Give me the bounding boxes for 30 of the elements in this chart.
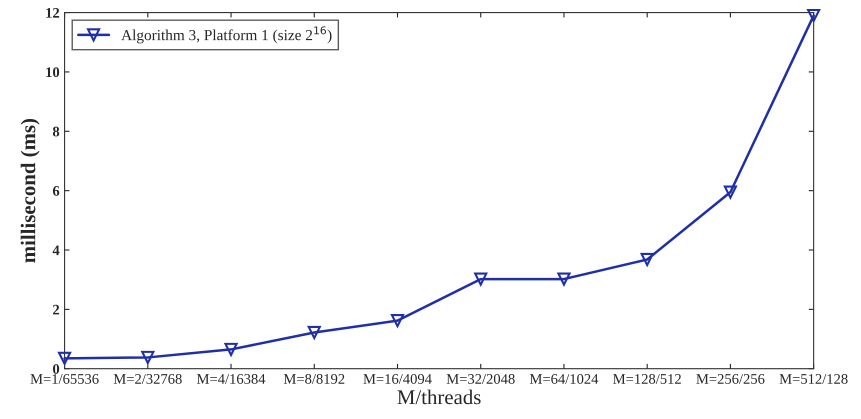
y-tick-label: 0 (52, 364, 60, 374)
y-tick-label: 8 (52, 126, 60, 136)
point (640, 252, 654, 266)
y-tick-label: 4 (52, 245, 60, 256)
x-tick-label: M=64/1024 (530, 374, 598, 384)
point (807, 8, 820, 22)
point (557, 272, 571, 286)
y-tick-label: 6 (52, 186, 60, 196)
x-tick-label: M=128/512 (613, 374, 681, 384)
point (390, 314, 404, 328)
legend-label: Algorithm 3, Platform 1 (size 2$^{16}$) (121, 26, 332, 44)
x-tick-label: M=16/4094 (363, 374, 432, 384)
point (724, 186, 738, 199)
point (224, 342, 238, 356)
x-tick-label: M=32/2048 (446, 374, 515, 384)
y-axis-title: millisecond (ms) (20, 118, 40, 263)
x-tick-label: M=4/16384 (196, 374, 266, 384)
point (308, 326, 321, 340)
point (58, 352, 72, 365)
x-tick-label: M=2/32768 (114, 374, 182, 384)
x-tick-label: M=8/8192 (284, 374, 344, 384)
point (141, 350, 154, 364)
x-tick-label: M=512/128 (780, 374, 848, 384)
x-axis-title: M/threads (397, 390, 481, 404)
x-tick-label: M=1/65536 (30, 374, 99, 384)
point (474, 272, 488, 286)
x-tick-label: M=256/256 (696, 374, 764, 384)
y-tick-label: 10 (46, 67, 60, 78)
y-tick-label: 12 (46, 8, 60, 18)
y-tick-label: 2 (53, 304, 60, 314)
